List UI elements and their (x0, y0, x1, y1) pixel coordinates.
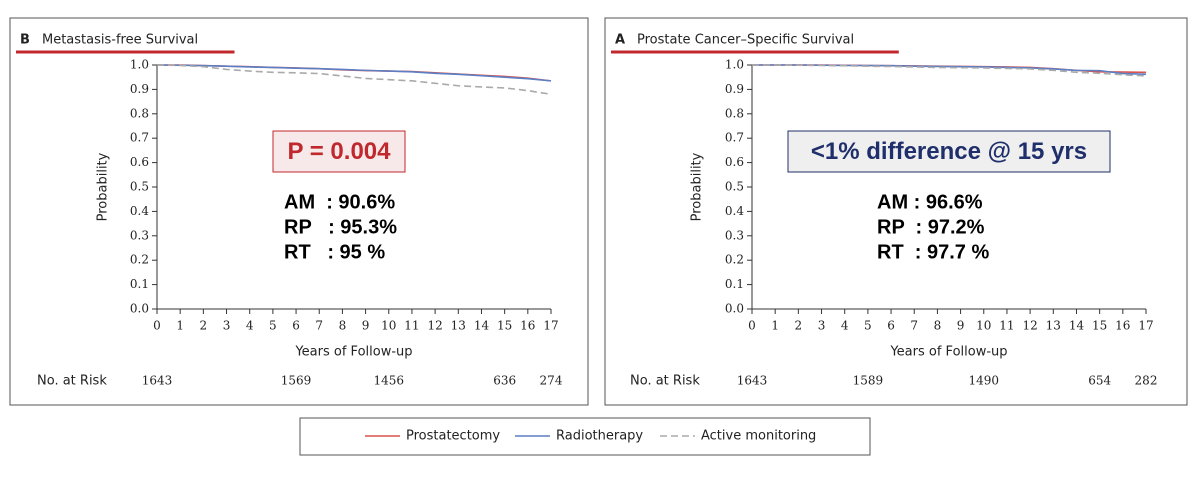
at-risk-count: 1643 (737, 374, 768, 388)
x-tick-label: 0 (748, 319, 756, 333)
x-tick-label: 9 (362, 319, 370, 333)
x-tick-label: 16 (520, 319, 535, 333)
y-tick-label: 0.4 (725, 204, 744, 218)
x-tick-label: 17 (1138, 319, 1153, 333)
stat-line: AM : 90.6% (284, 191, 395, 213)
stat-line: RT : 97.7 % (877, 241, 989, 263)
x-tick-label: 10 (976, 319, 991, 333)
x-tick-label: 6 (887, 319, 895, 333)
legend-label: Prostatectomy (406, 429, 500, 444)
y-tick-label: 0.6 (725, 155, 744, 169)
y-tick-label: 1.0 (130, 58, 149, 72)
x-tick-label: 6 (292, 319, 300, 333)
y-tick-label: 0.3 (130, 228, 149, 242)
x-tick-label: 5 (864, 319, 872, 333)
x-tick-label: 5 (269, 319, 277, 333)
y-tick-label: 0.5 (725, 180, 744, 194)
y-tick-label: 0.7 (130, 131, 149, 145)
x-tick-label: 15 (1092, 319, 1107, 333)
x-tick-label: 17 (543, 319, 558, 333)
note-box (787, 130, 1111, 173)
at-risk-label: No. at Risk (630, 374, 700, 389)
stat-line: RT : 95 % (284, 241, 385, 263)
x-tick-label: 3 (223, 319, 231, 333)
y-tick-label: 0.5 (130, 180, 149, 194)
y-tick-label: 0.7 (725, 131, 744, 145)
legend-label: Active monitoring (701, 429, 816, 444)
x-axis-title: Years of Follow-up (889, 345, 1007, 360)
x-tick-label: 3 (818, 319, 826, 333)
x-tick-label: 4 (246, 319, 254, 333)
x-tick-label: 12 (427, 319, 442, 333)
y-axis-title: Probability (96, 152, 111, 221)
y-tick-label: 0.3 (725, 228, 744, 242)
at-risk-count: 282 (1135, 374, 1158, 388)
y-tick-label: 0.9 (130, 82, 149, 96)
note-text: <1% difference @ 15 yrs (811, 138, 1087, 165)
x-tick-label: 7 (315, 319, 323, 333)
y-tick-label: 0.2 (725, 253, 744, 267)
y-tick-label: 0.8 (725, 106, 744, 120)
panel-title: Metastasis-free Survival (42, 33, 198, 48)
legend-frame (299, 417, 871, 456)
y-tick-label: 0.9 (725, 82, 744, 96)
x-axis-title: Years of Follow-up (294, 345, 412, 360)
y-tick-label: 0.1 (130, 277, 149, 291)
x-tick-label: 1 (771, 319, 779, 333)
at-risk-count: 1569 (281, 374, 312, 388)
x-tick-label: 10 (381, 319, 396, 333)
at-risk-label: No. at Risk (37, 374, 107, 389)
stat-line: RP : 97.2% (877, 216, 985, 238)
x-tick-label: 16 (1115, 319, 1130, 333)
panel-label: B (20, 33, 30, 48)
x-tick-label: 14 (1069, 319, 1085, 333)
x-tick-label: 11 (404, 319, 419, 333)
x-tick-label: 1 (176, 319, 184, 333)
panel-title: Prostate Cancer–Specific Survival (637, 33, 854, 48)
x-tick-label: 9 (957, 319, 965, 333)
panel-frame (604, 17, 1188, 406)
at-risk-count: 1490 (968, 374, 999, 388)
y-tick-label: 0.6 (130, 155, 149, 169)
x-tick-label: 15 (497, 319, 512, 333)
x-tick-label: 7 (910, 319, 918, 333)
note-text: P = 0.004 (288, 138, 392, 165)
stat-line: AM : 96.6% (877, 191, 983, 213)
at-risk-count: 636 (493, 374, 516, 388)
x-tick-label: 8 (339, 319, 347, 333)
y-tick-label: 1.0 (725, 58, 744, 72)
at-risk-count: 1456 (373, 374, 404, 388)
y-tick-label: 0.4 (130, 204, 149, 218)
x-tick-label: 14 (474, 319, 490, 333)
at-risk-count: 1643 (142, 374, 173, 388)
y-tick-label: 0.0 (130, 302, 149, 316)
panel-frame (9, 17, 589, 406)
panel-label: A (615, 33, 625, 48)
x-tick-label: 13 (1046, 319, 1061, 333)
x-tick-label: 11 (999, 319, 1014, 333)
y-axis-title: Probability (690, 152, 705, 221)
at-risk-count: 1589 (853, 374, 884, 388)
survival-line: Radiotherapy (156, 64, 552, 82)
x-tick-label: 2 (200, 319, 208, 333)
x-tick-label: 12 (1022, 319, 1037, 333)
stat-line: RP : 95.3% (284, 216, 397, 238)
survival-line: Radiotherapy (752, 64, 1147, 76)
at-risk-count: 274 (540, 374, 563, 388)
x-tick-label: 0 (153, 319, 161, 333)
x-tick-label: 4 (841, 319, 849, 333)
at-risk-count: 654 (1088, 374, 1111, 388)
y-tick-label: 0.8 (130, 106, 149, 120)
y-tick-label: 0.0 (725, 302, 744, 316)
x-tick-label: 13 (451, 319, 466, 333)
x-tick-label: 2 (795, 319, 803, 333)
y-tick-label: 0.1 (725, 277, 744, 291)
y-tick-label: 0.2 (130, 253, 149, 267)
x-tick-label: 8 (934, 319, 942, 333)
legend-label: Radiotherapy (556, 429, 643, 444)
note-box (272, 130, 406, 173)
